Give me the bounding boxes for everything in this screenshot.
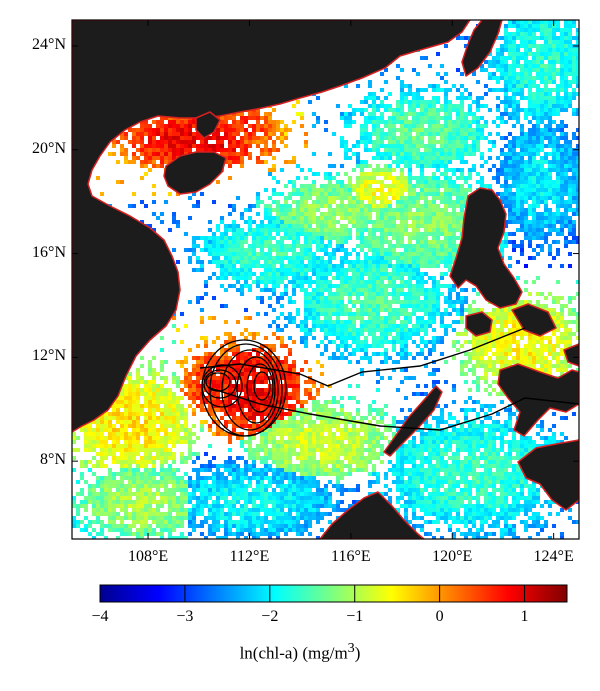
lat-label: 12°N: [0, 347, 66, 365]
lon-label: 124°E: [519, 548, 589, 566]
colorbar-title-end: ): [355, 644, 361, 663]
colorbar-tick-label: −4: [80, 608, 120, 626]
lon-label: 116°E: [316, 548, 386, 566]
lon-label: 112°E: [214, 548, 284, 566]
colorbar-tick-label: 0: [420, 608, 460, 626]
lat-label: 20°N: [0, 140, 66, 158]
lat-label: 16°N: [0, 244, 66, 262]
colorbar-tick-label: −2: [250, 608, 290, 626]
lon-label: 108°E: [113, 548, 183, 566]
colorbar-title-superscript: 3: [348, 640, 355, 656]
colorbar-tick-label: −3: [165, 608, 205, 626]
colorbar-tick-label: 1: [505, 608, 545, 626]
lat-label: 8°N: [0, 451, 66, 469]
colorbar-tick-label: −1: [335, 608, 375, 626]
lon-label: 120°E: [417, 548, 487, 566]
colorbar-title-text: ln(chl-a) (mg/m: [240, 644, 348, 663]
lat-label: 24°N: [0, 36, 66, 54]
colorbar-title: ln(chl-a) (mg/m3): [0, 640, 600, 664]
colorbar-gradient: [100, 585, 567, 602]
